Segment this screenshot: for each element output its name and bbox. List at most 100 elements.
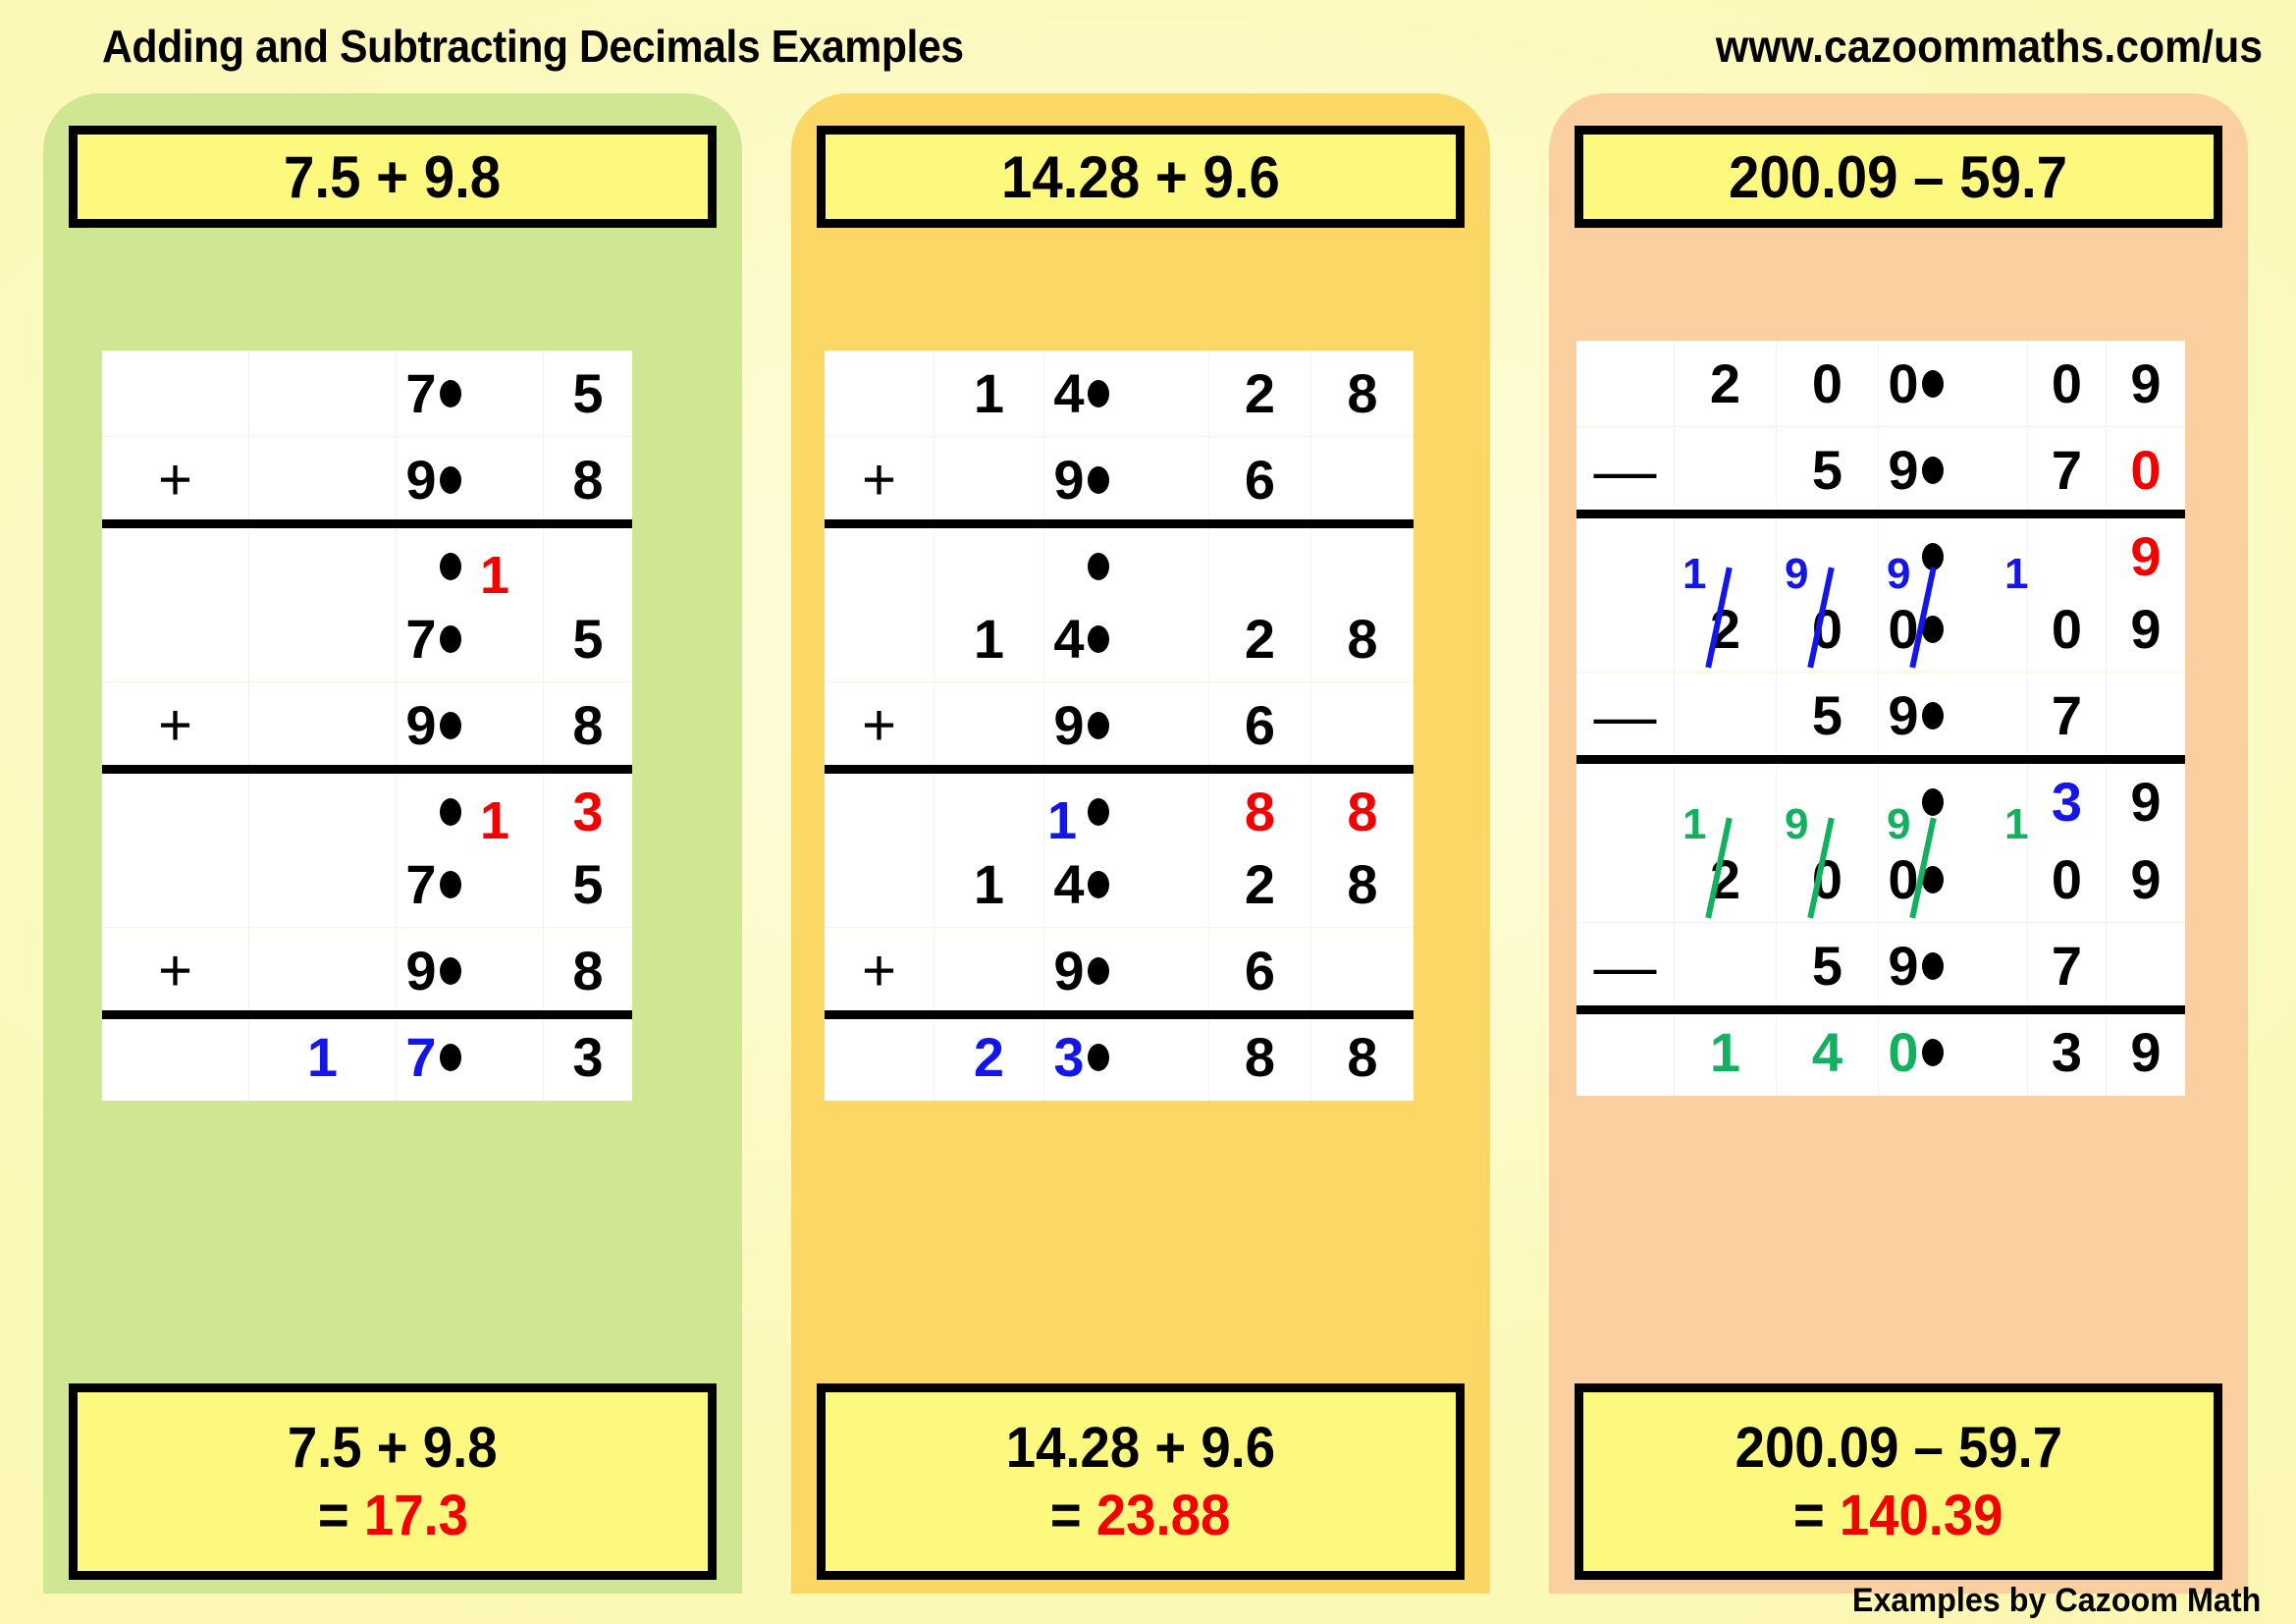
digit-cell: 3 [2028, 1009, 2107, 1096]
sum-rule-line [825, 765, 1414, 774]
digit-cell: 2 [1675, 837, 1777, 923]
digit-cell: 1 [1675, 1009, 1777, 1096]
digit-cell [397, 769, 544, 855]
digit-cell [825, 596, 934, 682]
carry-digit: 1 [479, 791, 510, 850]
problem-title-box: 200.09 – 59.7 [1575, 126, 2222, 228]
digit-cell: 0 [2107, 427, 2185, 514]
digit: 0 [1888, 352, 1919, 414]
digit: 2 [1244, 607, 1276, 670]
sum-rule-line [102, 765, 632, 774]
digit-cell: 0 [2028, 837, 2107, 923]
plus-operator: + [861, 446, 897, 513]
sum-rule-line [1576, 510, 2185, 518]
page-title: Adding and Subtracting Decimals Examples [102, 21, 964, 72]
digit-cell: 3 [2028, 759, 2107, 845]
digit: 5 [1811, 683, 1843, 746]
answer-expression: 200.09 – 59.7 [1735, 1416, 2062, 1480]
answer-value: 140.39 [1840, 1484, 2003, 1547]
decimal-point-icon [440, 379, 461, 407]
decimal-point-icon [440, 870, 461, 898]
digit: 4 [1811, 1021, 1843, 1083]
digit-cell: 9 [1044, 682, 1209, 769]
digit-cell: 9 [1879, 427, 2028, 514]
digit-cell [934, 682, 1044, 769]
digit-cell: 0 [1777, 837, 1879, 923]
decimal-point-icon [440, 465, 461, 494]
digit: 9 [1053, 693, 1085, 756]
digit-cell: 6 [1209, 682, 1311, 769]
digit-cell [1675, 514, 1777, 600]
digit-cell [397, 523, 544, 610]
digit: 8 [572, 939, 604, 1001]
decimal-point-icon [440, 956, 461, 985]
calculation-step-3: 1 7 5 +9 8 1 7 3 [102, 781, 632, 1101]
final-answer-box: 200.09 – 59.7 = 140.39 [1575, 1383, 2222, 1580]
digit-cell [934, 523, 1044, 610]
decimal-point-icon [440, 553, 461, 580]
digit-cell: 0 [1879, 341, 2028, 427]
digit-cell: 8 [1209, 769, 1311, 855]
digit-cell [1777, 759, 1879, 845]
digit: 0 [1811, 847, 1843, 910]
column-arithmetic-grid: 1 4 2 8 +9 6 [825, 351, 1414, 610]
digit-cell [825, 351, 934, 437]
answer-result-line: = 23.88 [1050, 1483, 1230, 1548]
digit-cell: 9 [397, 928, 544, 1014]
decimal-point-icon [1922, 369, 1944, 398]
digit-cell: 7 [2028, 673, 2107, 759]
equals-sign: = [317, 1484, 349, 1547]
carry-row [1576, 525, 2185, 586]
digit: 7 [405, 1026, 437, 1088]
digit-cell: 3 [544, 769, 632, 855]
answer-value: 17.3 [363, 1484, 468, 1547]
digit-cell: 5 [544, 596, 632, 682]
digit: 7 [2051, 438, 2083, 501]
digit-cell: 2 [1675, 341, 1777, 427]
digit-cell: 0 [1879, 1009, 2028, 1096]
digit-cell [1209, 523, 1311, 610]
calculation-step-1: 2 0 0 0 9—5 9 7 0 9 [1576, 280, 2185, 600]
digit: 0 [2051, 352, 2083, 414]
digit-cell [249, 596, 397, 682]
decimal-point-icon [1088, 553, 1109, 580]
sum-rule-line [102, 1010, 632, 1019]
digit-cell: 2 [1209, 351, 1311, 437]
decimal-point-icon [1922, 701, 1944, 730]
digit-cell: 0 [1777, 341, 1879, 427]
example-panel-2: 14.28 + 9.6 1 4 2 8 +9 6 1 4 2 8 +9 6 8 8 1 1 4 2 8 +9 6 2 3 8 8 1… [791, 93, 1490, 1594]
digit-cell [825, 769, 934, 855]
decimal-point-icon [1922, 1039, 1944, 1066]
digit-cell [1576, 759, 1675, 845]
digit-cell [249, 437, 397, 523]
digit-cell: 8 [1311, 769, 1414, 855]
calculation-step-2: 2 0 0 0 9—5 9 7 3 9 1 9 9 1 [1576, 525, 2185, 845]
digit-cell: — [1576, 673, 1675, 759]
digit-cell: 1 [934, 841, 1044, 928]
digit-cell: 9 [1879, 923, 2028, 1009]
digit-cell: 7 [2028, 923, 2107, 1009]
digit: 9 [2130, 771, 2162, 833]
digit-cell: 8 [544, 682, 632, 769]
digit-cell [825, 841, 934, 928]
digit: 7 [405, 361, 437, 424]
attribution-label: Examples by Cazoom Math [1851, 1582, 2261, 1619]
digit: 6 [1244, 939, 1276, 1001]
digit-cell: 5 [544, 351, 632, 437]
minus-operator: — [1593, 434, 1657, 506]
digit-cell [249, 682, 397, 769]
digit: 0 [2051, 847, 2083, 910]
digit: 9 [1053, 448, 1085, 511]
problem-title-box: 14.28 + 9.6 [817, 126, 1465, 228]
digit: 0 [2130, 438, 2162, 501]
digit-cell: 9 [2107, 837, 2185, 923]
digit-cell: 2 [934, 1014, 1044, 1101]
digit-cell: + [102, 437, 249, 523]
digit: 8 [572, 693, 604, 756]
digit-cell [1311, 682, 1414, 769]
digit: 0 [2051, 597, 2083, 660]
minus-operator: — [1593, 930, 1657, 1001]
digit: 2 [973, 1026, 1005, 1088]
minus-operator: — [1593, 679, 1657, 751]
decimal-point-icon [1088, 711, 1109, 739]
